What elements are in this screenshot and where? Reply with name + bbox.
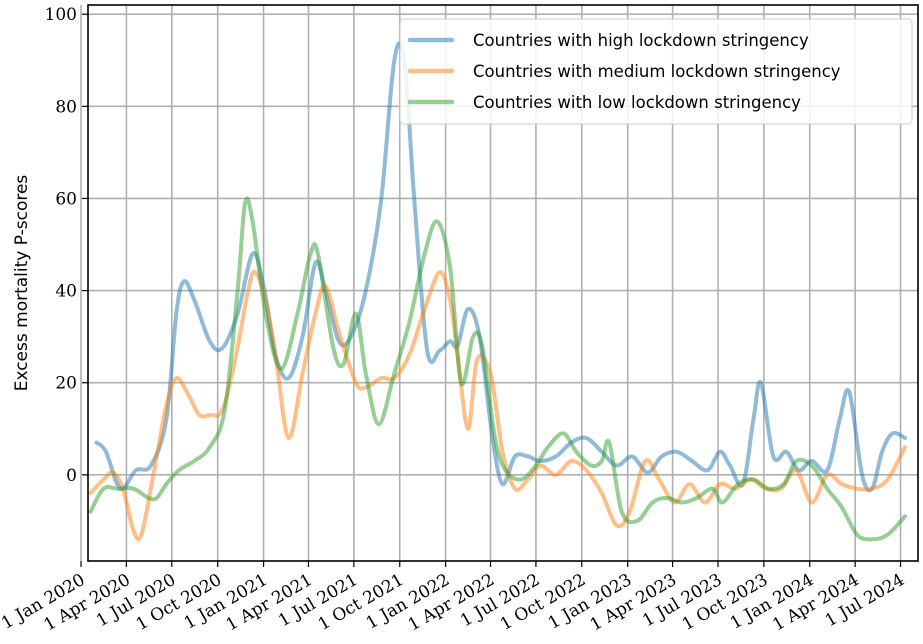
series-lines: [88, 40, 907, 542]
legend: Countries with high lockdown stringency …: [399, 18, 913, 125]
legend-box: [399, 18, 913, 125]
y-tick-label: 60: [55, 189, 77, 209]
series-line-low: [88, 196, 907, 542]
y-axis-ticks: 0 20 40 60 80 100: [45, 5, 88, 486]
y-tick-label: 20: [55, 374, 77, 394]
y-tick-label: 80: [55, 97, 77, 117]
plot-frame: [87, 4, 919, 562]
y-tick-label: 0: [66, 466, 77, 486]
legend-label-high: Countries with high lockdown stringency: [473, 31, 809, 50]
y-axis-label: Excess mortality P-scores: [12, 175, 32, 392]
legend-label-medium: Countries with medium lockdown stringenc…: [473, 62, 841, 81]
y-tick-label: 40: [55, 282, 77, 302]
y-tick-label: 100: [45, 5, 77, 25]
legend-label-low: Countries with low lockdown stringency: [473, 93, 801, 112]
